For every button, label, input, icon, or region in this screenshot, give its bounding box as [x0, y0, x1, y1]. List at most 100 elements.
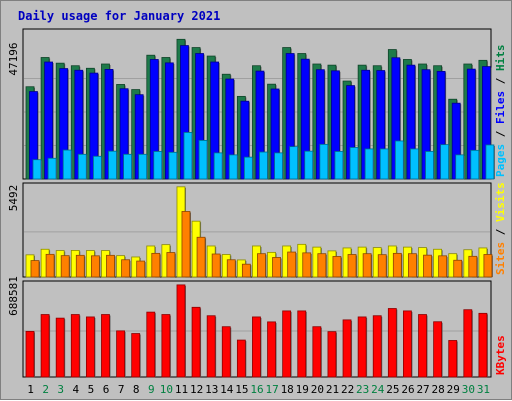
bar-pages-day-29: [455, 154, 465, 180]
bar-pages-day-15: [243, 156, 254, 180]
bar-pages-day-18: [289, 146, 299, 180]
day-label-17: 17: [265, 383, 278, 396]
day-label-29: 29: [447, 383, 460, 396]
bar-sites-day-1: [30, 260, 40, 278]
bar-fill: [408, 253, 417, 278]
bar-fill: [198, 139, 208, 180]
bar-sites-day-14: [226, 259, 237, 278]
bar-sites-day-5: [90, 255, 101, 278]
bar-fill: [123, 153, 132, 180]
day-label-22: 22: [341, 383, 354, 396]
bar-fill: [236, 339, 246, 378]
bar-fill: [196, 236, 206, 278]
bar-fill: [379, 148, 389, 180]
bar-fill: [440, 144, 450, 180]
bar-fill: [30, 260, 40, 278]
bar-fill: [221, 326, 231, 378]
bar-fill: [146, 311, 156, 378]
bar-fill: [394, 140, 404, 180]
bar-fill: [166, 252, 176, 278]
bar-fill: [423, 254, 432, 278]
bar-fill: [77, 153, 87, 180]
bar-fill: [60, 255, 70, 278]
day-label-4: 4: [73, 383, 80, 396]
bar-fill: [433, 321, 443, 378]
bar-pages-day-8: [138, 153, 148, 180]
panel-1: 47196 Pages / Files / Hits: [7, 28, 507, 180]
bar-sites-day-3: [60, 255, 71, 278]
panel-2-ymax-label: 5492: [7, 185, 20, 212]
bar-pages-day-12: [198, 139, 209, 180]
day-label-26: 26: [401, 383, 414, 396]
bar-kbytes-day-17: [267, 321, 277, 378]
bar-pages-day-25: [394, 140, 405, 180]
bar-fill: [372, 315, 382, 378]
bar-sites-day-11: [181, 211, 191, 278]
panel-2-bars: [25, 186, 493, 278]
bar-fill: [282, 310, 292, 378]
bar-pages-day-28: [440, 144, 450, 180]
bar-fill: [181, 211, 191, 278]
bar-fill: [241, 263, 251, 278]
bar-sites-day-26: [408, 253, 418, 278]
bar-fill: [334, 151, 344, 180]
bar-pages-day-13: [213, 152, 224, 180]
bar-fill: [257, 253, 266, 278]
bar-kbytes-day-31: [478, 312, 488, 378]
bar-kbytes-day-7: [116, 330, 126, 378]
bar-kbytes-day-15: [236, 339, 247, 378]
bar-fill: [289, 146, 299, 180]
bar-pages-day-16: [259, 151, 269, 180]
bar-sites-day-20: [317, 253, 327, 278]
bar-pages-day-27: [425, 151, 435, 180]
day-label-18: 18: [281, 383, 294, 396]
panel-3-bars: [25, 284, 488, 378]
legend-pages: Pages: [494, 144, 507, 177]
bar-fill: [40, 314, 50, 378]
bar-kbytes-day-3: [55, 317, 66, 378]
bar-kbytes-day-27: [418, 314, 428, 378]
bar-kbytes-day-1: [25, 330, 35, 378]
bar-fill: [136, 260, 146, 278]
bar-fill: [138, 153, 148, 180]
bar-fill: [90, 255, 100, 278]
series-sites: [30, 211, 493, 278]
bar-fill: [108, 150, 117, 180]
bar-fill: [25, 330, 35, 378]
bar-pages-day-3: [62, 149, 73, 180]
bar-sites-day-10: [166, 252, 176, 278]
bar-fill: [297, 310, 307, 378]
bar-fill: [183, 132, 193, 180]
bar-fill: [403, 310, 412, 378]
bar-kbytes-day-10: [161, 314, 171, 378]
bar-kbytes-day-11: [176, 284, 186, 378]
bar-pages-day-14: [228, 154, 239, 180]
bar-fill: [287, 251, 297, 278]
bar-sites-day-17: [272, 257, 282, 278]
bar-fill: [92, 155, 102, 180]
bar-kbytes-day-4: [70, 314, 81, 378]
bar-fill: [485, 144, 495, 180]
day-label-19: 19: [296, 383, 309, 396]
bar-fill: [55, 317, 65, 378]
bar-kbytes-day-5: [85, 316, 96, 378]
legend-hits: Hits: [494, 45, 507, 72]
bar-pages-day-26: [410, 148, 420, 180]
bar-sites-day-29: [453, 259, 463, 278]
bar-fill: [116, 330, 125, 378]
bar-sites-day-7: [121, 259, 131, 278]
bar-fill: [418, 314, 427, 378]
bar-fill: [349, 147, 359, 180]
bar-fill: [357, 316, 367, 378]
bar-sites-day-12: [196, 236, 207, 278]
day-label-23: 23: [356, 383, 369, 396]
bar-pages-day-7: [123, 153, 133, 180]
day-label-5: 5: [88, 383, 95, 396]
bar-fill: [267, 321, 276, 378]
bar-fill: [332, 256, 342, 278]
day-label-21: 21: [326, 383, 339, 396]
bar-kbytes-day-9: [146, 311, 156, 378]
series-pages: [32, 132, 495, 180]
